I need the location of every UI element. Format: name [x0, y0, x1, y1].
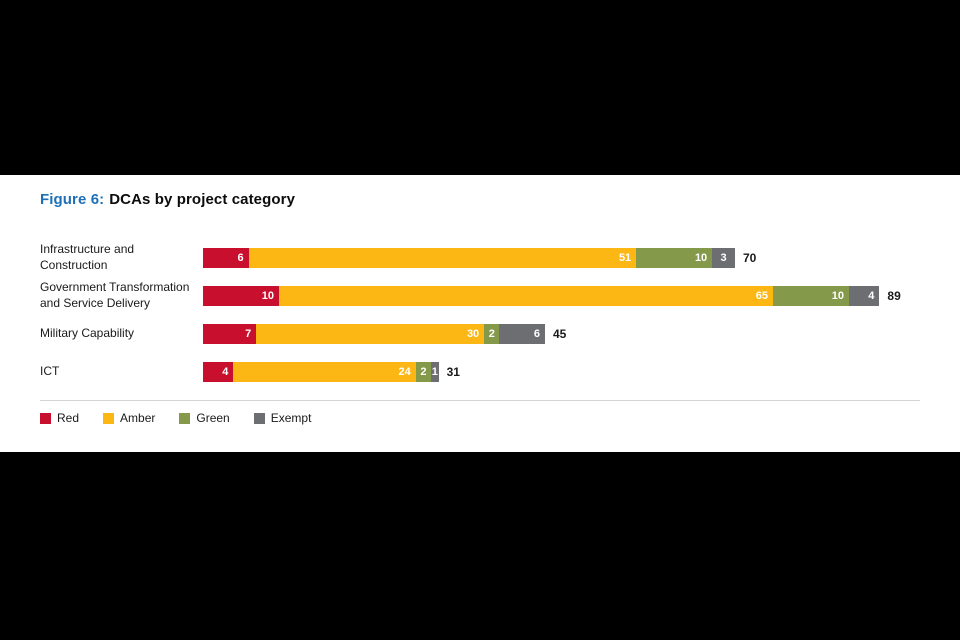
category-label: Government Transformation and Service De…	[40, 280, 190, 310]
stacked-bar: 4 24 2 1	[203, 362, 439, 382]
bar-segment-red: 7	[203, 324, 257, 344]
figure-title: Figure 6: DCAs by project category	[40, 191, 920, 208]
stacked-bar: 10 65 10 4	[203, 286, 880, 306]
bar-segment-green: 10	[636, 248, 713, 268]
legend-item-green: Green	[179, 411, 230, 425]
chart-row: ICT 4 24 2 1 31	[40, 362, 920, 382]
stacked-bar: 6 51 10 3	[203, 248, 735, 268]
chart-row: Infrastructure and Construction 6 51 10 3 70	[40, 242, 920, 272]
bar-segment-exempt: 4	[849, 286, 880, 306]
bar-total: 89	[887, 289, 901, 303]
bar-segment-exempt: 1	[430, 362, 439, 382]
legend-label: Green	[196, 411, 230, 425]
legend-swatch-exempt	[253, 412, 265, 424]
bar-total: 45	[552, 327, 567, 341]
category-label: ICT	[40, 364, 60, 379]
bar-segment-green: 2	[415, 362, 431, 382]
divider	[40, 400, 920, 401]
chart-rows: Infrastructure and Construction 6 51 10 3 70 G…	[40, 242, 920, 382]
legend-label: Amber	[120, 411, 156, 425]
bar-segment-amber: 65	[279, 286, 773, 306]
bar-segment-exempt: 3	[712, 248, 735, 268]
category-label: Infrastructure and Construction	[40, 242, 135, 272]
figure-label: Figure 6:	[40, 191, 105, 208]
legend-item-exempt: Exempt	[253, 411, 312, 425]
legend-label: Exempt	[270, 411, 312, 425]
bar-segment-red: 10	[203, 286, 279, 306]
bar-segment-amber: 24	[233, 362, 416, 382]
legend-swatch-green	[179, 412, 191, 424]
chart-row: Government Transformation and Service De…	[40, 280, 920, 310]
bar-total: 70	[742, 251, 757, 265]
bar-segment-amber: 51	[248, 248, 637, 268]
bar-total: 31	[446, 365, 460, 379]
bar-segment-amber: 30	[256, 324, 485, 344]
figure-title-text: DCAs by project category	[109, 191, 296, 208]
bar-segment-green: 2	[484, 324, 500, 344]
chart-row: Military Capability 7 30 2 6 45	[40, 324, 920, 344]
legend: Red Amber Green Exempt	[40, 411, 920, 425]
legend-item-red: Red	[40, 411, 79, 425]
bar-segment-red: 6	[203, 248, 249, 268]
bar-segment-exempt: 6	[499, 324, 545, 344]
bar-segment-green: 10	[773, 286, 849, 306]
legend-item-amber: Amber	[103, 411, 155, 425]
stacked-bar: 7 30 2 6	[203, 324, 545, 344]
report-page: Figure 6: DCAs by project category Infras…	[0, 175, 960, 452]
legend-swatch-red	[40, 412, 51, 424]
bar-segment-red: 4	[203, 362, 234, 382]
legend-label: Red	[57, 411, 80, 425]
legend-swatch-amber	[103, 412, 115, 424]
category-label: Military Capability	[40, 326, 135, 341]
